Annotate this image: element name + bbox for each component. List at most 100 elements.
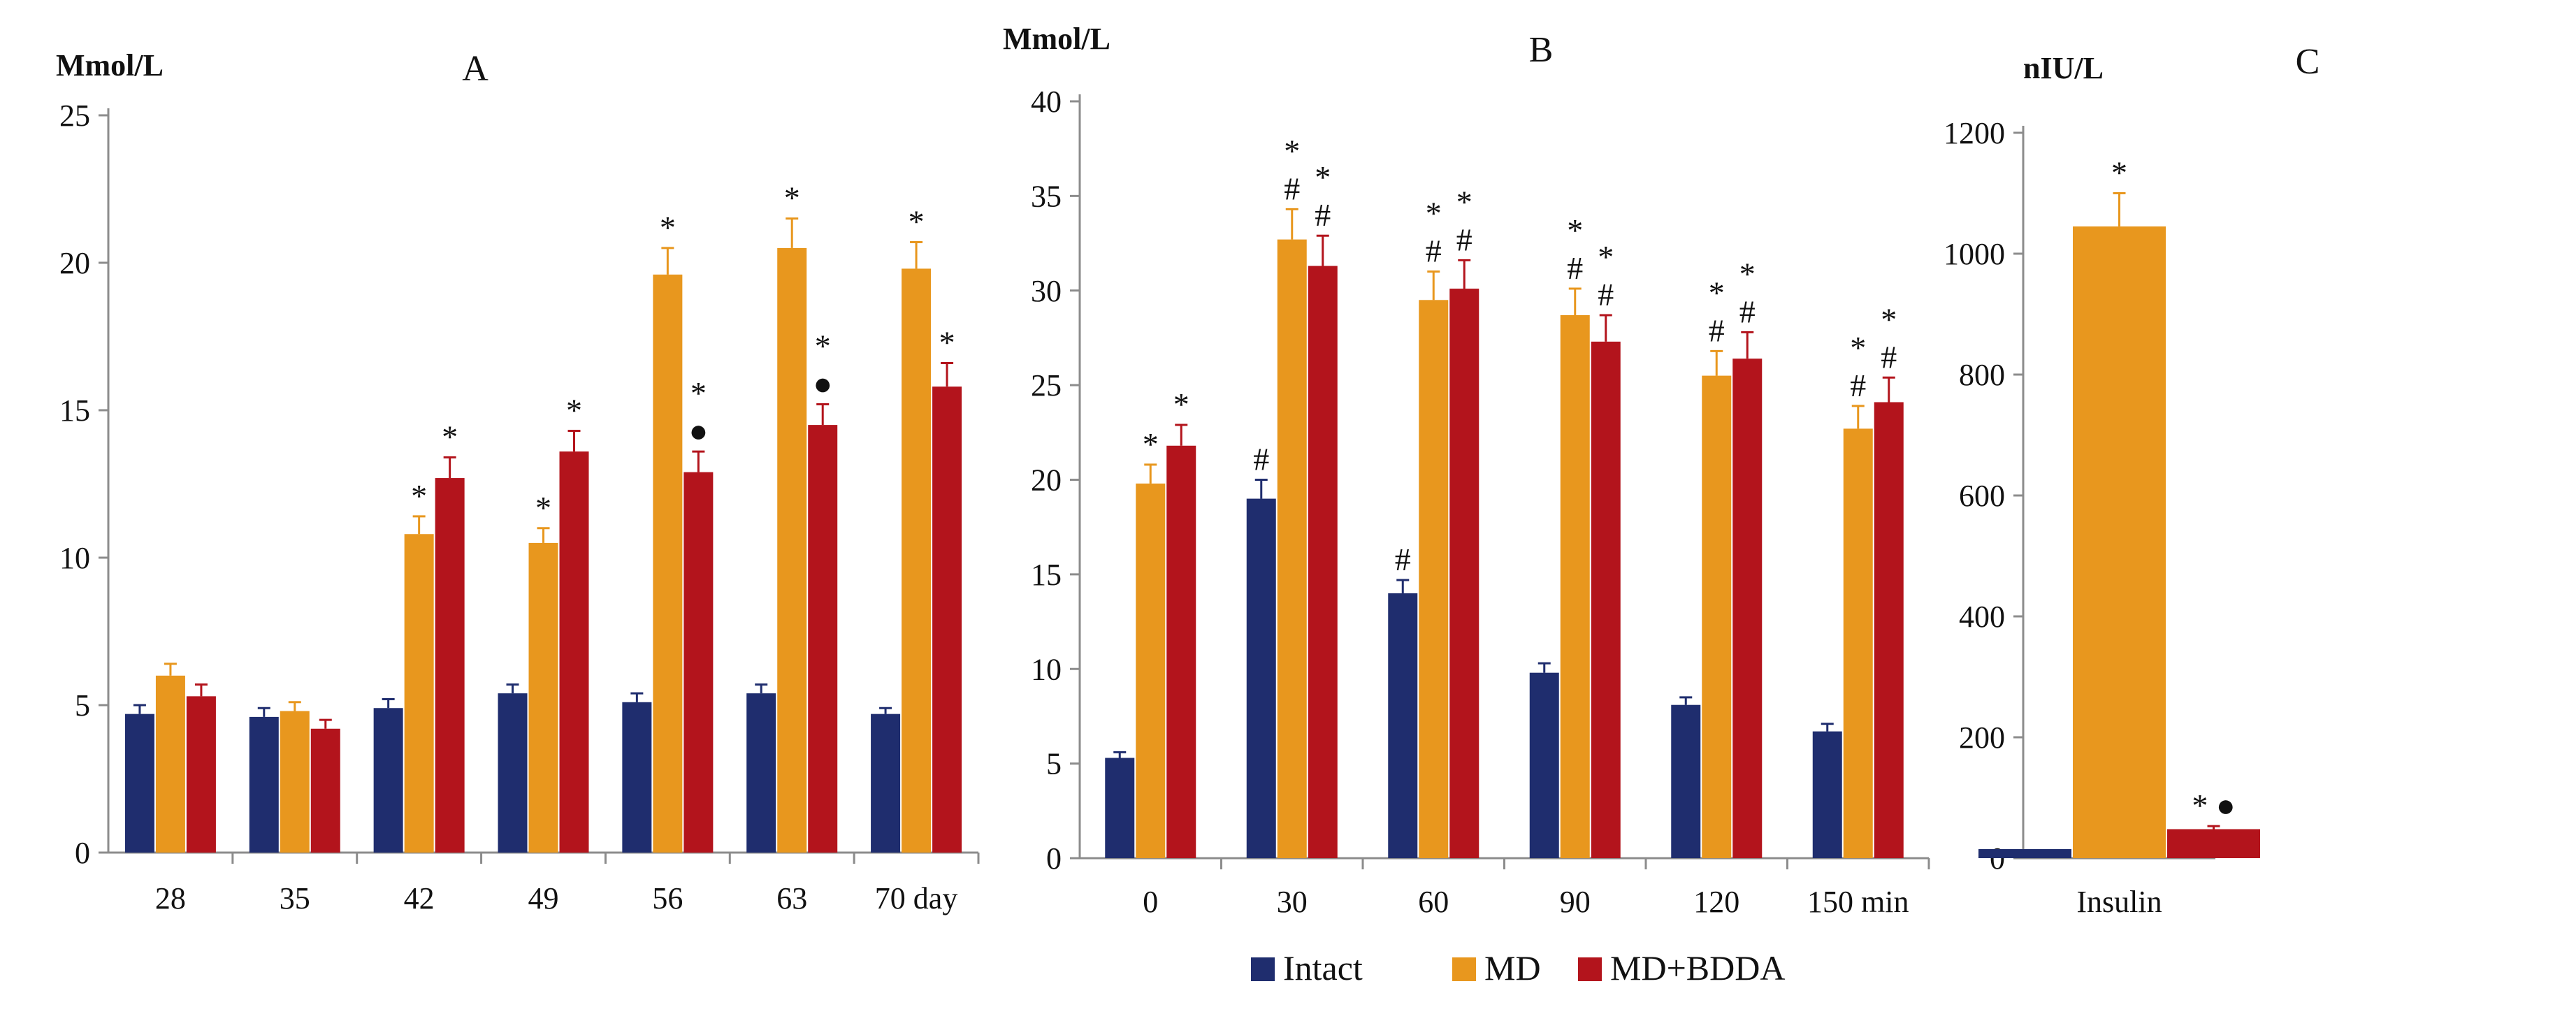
significance-mark: * bbox=[1456, 184, 1472, 219]
bar-intact bbox=[1105, 758, 1135, 858]
significance-mark: # bbox=[1709, 312, 1725, 348]
bar-md-bdda bbox=[2167, 829, 2260, 858]
significance-mark: # bbox=[1598, 277, 1614, 312]
bar-md-bdda bbox=[559, 451, 589, 853]
significance-mark: * bbox=[939, 324, 955, 360]
bar-md bbox=[777, 247, 807, 853]
bar-md bbox=[2073, 226, 2166, 858]
significance-mark: * bbox=[535, 490, 551, 526]
bar-intact bbox=[249, 716, 279, 853]
bar-intact bbox=[1529, 672, 1559, 858]
x-tick-label: 70 day bbox=[875, 881, 958, 915]
significance-mark: * bbox=[909, 203, 925, 239]
legend-label: Intact bbox=[1283, 948, 1363, 987]
bar-md-bdda bbox=[683, 472, 714, 853]
bar-md bbox=[280, 711, 310, 853]
x-tick-label: 60 bbox=[1418, 885, 1449, 919]
y-tick-label: 1000 bbox=[1944, 237, 2005, 271]
legend-swatch bbox=[1251, 957, 1275, 981]
bar-intact bbox=[1388, 593, 1418, 858]
panel-b-chart: 0 5 10 15 20 25 30 35 40 0 30 60 90 120 150 min Mmol/L B… bbox=[1003, 22, 1930, 919]
bar-md bbox=[528, 542, 558, 853]
panel-label: B bbox=[1529, 30, 1554, 70]
legend-label: MD+BDDA bbox=[1610, 948, 1785, 987]
panel-a-chart: 0 5 10 15 20 25 28 35 42 49 56 63 70 day Mmol/L A * * * * *… bbox=[56, 48, 980, 915]
x-tick-label: Insulin bbox=[2076, 885, 2162, 919]
significance-mark: * bbox=[1173, 386, 1189, 422]
significance-mark: # bbox=[1284, 171, 1300, 206]
y-tick-label: 5 bbox=[1046, 747, 1062, 781]
significance-mark: # bbox=[1850, 368, 1866, 403]
significance-mark: * ● bbox=[2192, 788, 2235, 823]
y-tick-label: 0 bbox=[1046, 841, 1062, 876]
y-tick-label: 15 bbox=[1031, 558, 1062, 592]
significance-mark: * bbox=[1850, 330, 1866, 365]
significance-mark: # bbox=[1315, 197, 1331, 233]
legend-swatch bbox=[1578, 957, 1602, 981]
y-tick-label: 800 bbox=[1959, 358, 2005, 392]
legend-swatch bbox=[1452, 957, 1476, 981]
bar-md-bdda bbox=[435, 478, 465, 853]
significance-mark: * bbox=[1598, 239, 1614, 275]
y-axis-title: Mmol/L bbox=[56, 48, 164, 82]
legend: Intact MD MD+BDDA bbox=[1251, 948, 1785, 987]
bar-intact bbox=[1671, 704, 1701, 858]
bar-md bbox=[902, 268, 932, 853]
bar-md bbox=[1702, 375, 1732, 858]
panel-label: C bbox=[2296, 42, 2320, 82]
significance-mark: ● bbox=[688, 413, 708, 449]
y-tick-label: 10 bbox=[59, 541, 90, 575]
significance-mark: # bbox=[1567, 250, 1583, 286]
bar-md-bdda bbox=[1308, 266, 1338, 858]
y-tick-label: 20 bbox=[1031, 463, 1062, 498]
significance-mark: * bbox=[815, 328, 831, 364]
y-tick-label: 600 bbox=[1959, 479, 2005, 513]
bar-md-bdda bbox=[1732, 359, 1763, 858]
panel-c-chart: 0 200 400 600 800 1000 1200 Insulin nIU/L C * * ● bbox=[1944, 42, 2320, 919]
significance-mark: * bbox=[1143, 426, 1159, 462]
y-tick-label: 15 bbox=[59, 393, 90, 428]
significance-mark: # bbox=[1739, 294, 1756, 329]
y-axis-title: nIU/L bbox=[2023, 51, 2104, 85]
bar-intact bbox=[124, 714, 154, 853]
bar-intact bbox=[1246, 498, 1276, 858]
x-tick-label: 150 min bbox=[1807, 885, 1909, 919]
significance-mark: * bbox=[2111, 155, 2127, 191]
bar-md bbox=[1560, 314, 1590, 858]
bar-md bbox=[155, 675, 185, 853]
x-tick-label: 28 bbox=[155, 881, 186, 915]
bar-md-bdda bbox=[186, 696, 216, 853]
y-tick-label: 30 bbox=[1031, 274, 1062, 308]
bar-md bbox=[1136, 483, 1166, 858]
significance-mark: * bbox=[1284, 133, 1300, 168]
legend-label: MD bbox=[1484, 948, 1541, 987]
significance-mark: * bbox=[1315, 159, 1331, 195]
bar-md bbox=[404, 534, 434, 853]
bar-md bbox=[653, 274, 683, 853]
x-tick-label: 0 bbox=[1143, 885, 1158, 919]
y-tick-label: 400 bbox=[1959, 600, 2005, 634]
x-tick-label: 56 bbox=[652, 881, 683, 915]
y-tick-label: 1200 bbox=[1944, 116, 2005, 150]
y-tick-label: 40 bbox=[1031, 85, 1062, 119]
bar-md-bdda bbox=[310, 728, 340, 853]
bar-intact bbox=[622, 702, 652, 853]
x-tick-label: 63 bbox=[776, 881, 807, 915]
significance-mark: * bbox=[1739, 256, 1756, 291]
y-tick-label: 35 bbox=[1031, 179, 1062, 213]
bar-md-bdda bbox=[932, 386, 962, 853]
x-tick-label: 42 bbox=[404, 881, 435, 915]
y-tick-label: 25 bbox=[1031, 368, 1062, 403]
significance-mark: # bbox=[1456, 222, 1472, 257]
bar-intact bbox=[871, 714, 901, 853]
significance-mark: # bbox=[1426, 233, 1442, 269]
x-tick-label: 49 bbox=[528, 881, 559, 915]
significance-mark: ● bbox=[813, 366, 832, 402]
significance-mark: # bbox=[1395, 542, 1411, 577]
y-tick-label: 0 bbox=[75, 836, 90, 870]
significance-mark: * bbox=[566, 393, 582, 428]
significance-mark: * bbox=[1881, 301, 1897, 337]
bar-md bbox=[1419, 300, 1449, 859]
significance-mark: * bbox=[442, 419, 458, 455]
